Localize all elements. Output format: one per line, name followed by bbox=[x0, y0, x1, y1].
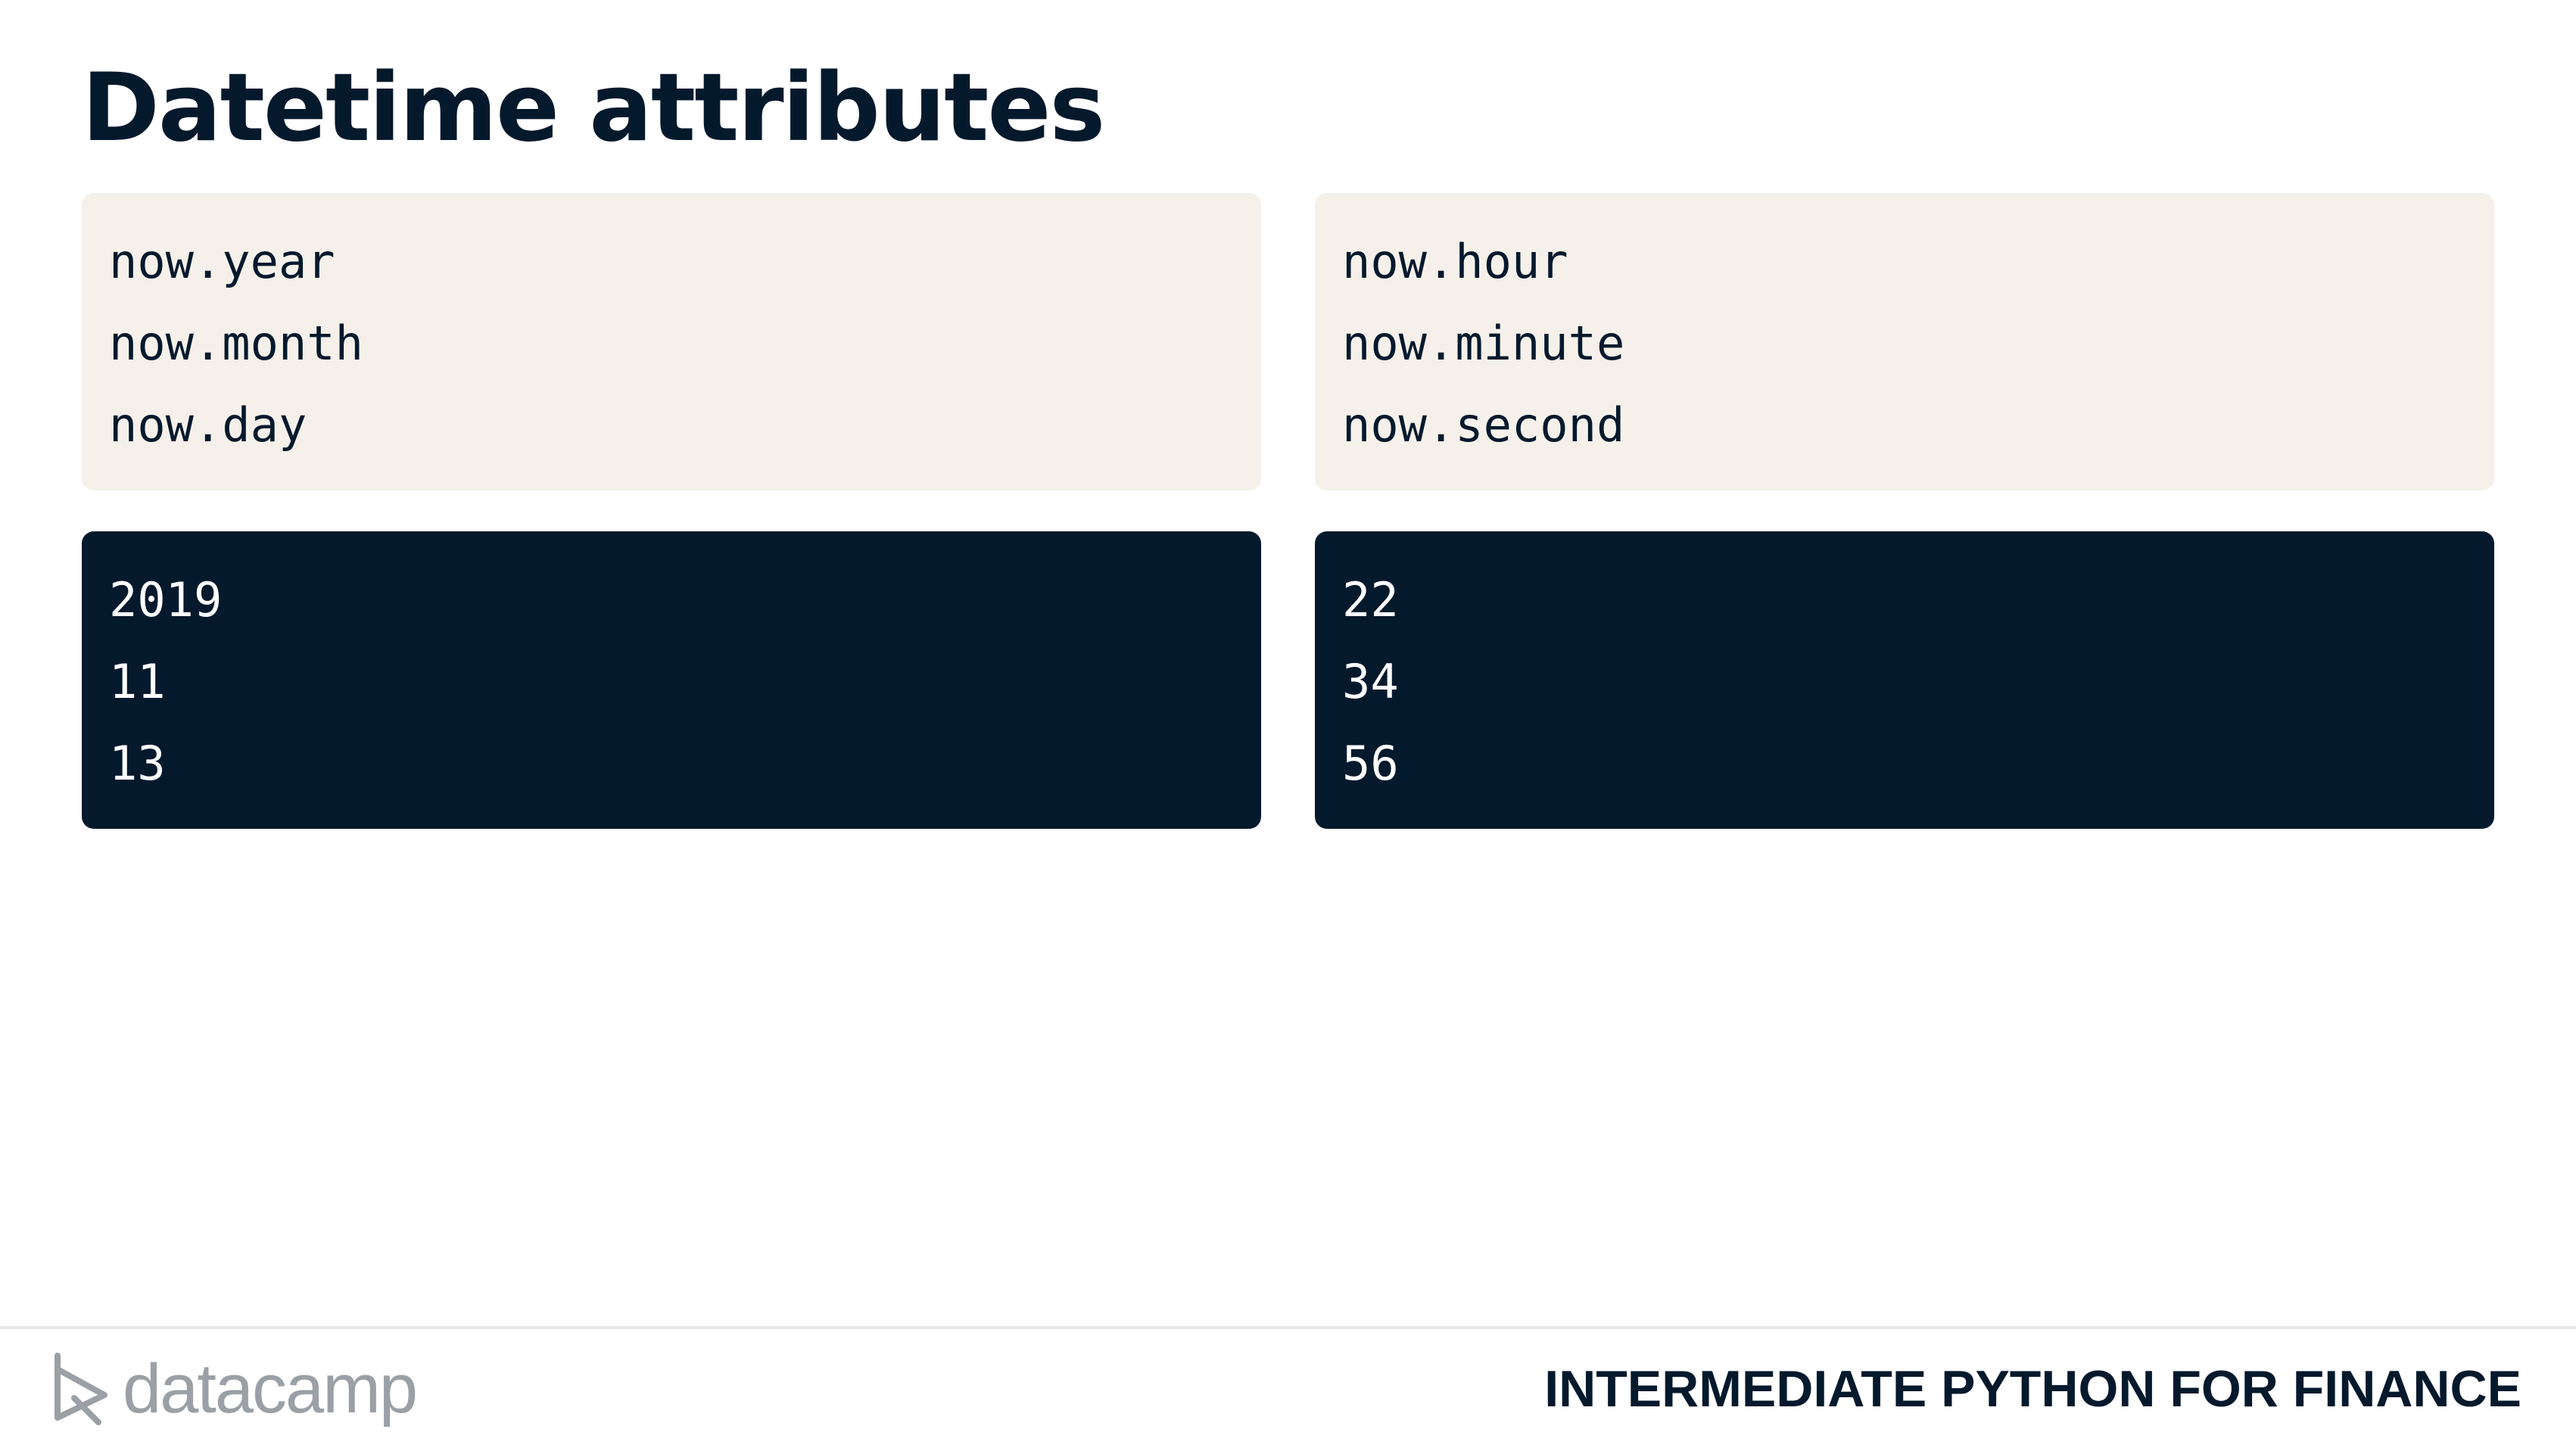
output-line: 2019 bbox=[109, 572, 223, 627]
logo-wordmark: datacamp bbox=[123, 1350, 418, 1428]
code-line: now.day bbox=[109, 397, 307, 453]
datacamp-logo-icon bbox=[55, 1353, 107, 1425]
output-line: 56 bbox=[1342, 736, 1399, 791]
code-output-block-right: 22 34 56 bbox=[1315, 531, 2494, 829]
code-output-block-left: 2019 11 13 bbox=[82, 531, 1261, 829]
output-line: 11 bbox=[109, 654, 166, 709]
datacamp-logo: datacamp bbox=[51, 1347, 418, 1431]
code-line: now.second bbox=[1342, 397, 1625, 453]
code-input-block-right: now.hour now.minute now.second bbox=[1315, 193, 2494, 490]
code-line: now.month bbox=[109, 316, 363, 371]
output-line: 22 bbox=[1342, 572, 1399, 627]
slide-title: Datetime attributes bbox=[82, 54, 1105, 163]
output-line: 13 bbox=[109, 736, 166, 791]
output-line: 34 bbox=[1342, 654, 1399, 709]
code-input-block-left: now.year now.month now.day bbox=[82, 193, 1261, 490]
footer-divider bbox=[0, 1326, 2576, 1329]
code-line: now.minute bbox=[1342, 316, 1625, 371]
code-line: now.year bbox=[109, 234, 335, 289]
course-title: INTERMEDIATE PYTHON FOR FINANCE bbox=[1544, 1360, 2521, 1418]
code-line: now.hour bbox=[1342, 234, 1568, 289]
